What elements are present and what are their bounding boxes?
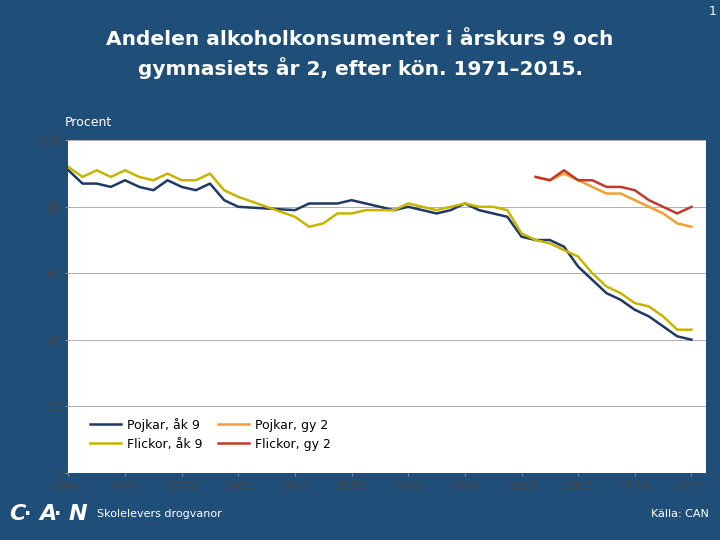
Text: ·: · [54,505,61,524]
Text: C: C [9,504,26,524]
Text: N: N [68,504,87,524]
Text: ·: · [24,505,31,524]
Text: 1: 1 [708,5,716,18]
Text: Andelen alkoholkonsumenter i årskurs 9 och: Andelen alkoholkonsumenter i årskurs 9 o… [107,30,613,49]
Text: Källa: CAN: Källa: CAN [652,509,709,519]
Text: Procent: Procent [66,116,112,129]
Text: Skolelevers drogvanor: Skolelevers drogvanor [97,509,222,519]
Text: gymnasiets år 2, efter kön. 1971–2015.: gymnasiets år 2, efter kön. 1971–2015. [138,57,582,79]
Text: A: A [40,504,57,524]
Legend: Pojkar, åk 9, Flickor, åk 9, Pojkar, gy 2, Flickor, gy 2: Pojkar, åk 9, Flickor, åk 9, Pojkar, gy … [81,409,340,460]
